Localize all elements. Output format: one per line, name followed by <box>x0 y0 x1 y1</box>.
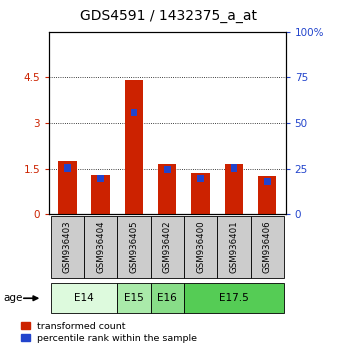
Bar <box>51 216 84 278</box>
Text: E14: E14 <box>74 293 94 303</box>
Bar <box>92 175 110 214</box>
Bar <box>151 216 184 278</box>
Text: GSM936402: GSM936402 <box>163 221 172 273</box>
Bar <box>250 216 284 278</box>
Text: GSM936400: GSM936400 <box>196 221 205 273</box>
Bar <box>151 283 184 313</box>
Bar <box>97 175 104 182</box>
Bar <box>64 164 71 172</box>
Legend: transformed count, percentile rank within the sample: transformed count, percentile rank withi… <box>21 321 197 343</box>
Bar <box>184 283 284 313</box>
Bar <box>217 216 250 278</box>
Text: age: age <box>3 293 23 303</box>
Bar <box>117 283 151 313</box>
Bar <box>258 176 276 214</box>
Text: GSM936406: GSM936406 <box>263 221 272 273</box>
Text: GSM936403: GSM936403 <box>63 221 72 273</box>
Text: E17.5: E17.5 <box>219 293 249 303</box>
Bar <box>264 178 271 185</box>
Bar <box>164 166 171 173</box>
Bar <box>117 216 151 278</box>
Bar <box>225 164 243 214</box>
Bar <box>84 216 117 278</box>
Text: GSM936401: GSM936401 <box>230 221 238 273</box>
Bar <box>231 164 237 172</box>
Bar <box>191 173 210 214</box>
Text: GSM936405: GSM936405 <box>129 221 139 273</box>
Text: GDS4591 / 1432375_a_at: GDS4591 / 1432375_a_at <box>80 9 258 23</box>
Bar <box>51 283 117 313</box>
Bar <box>197 175 204 182</box>
Bar <box>158 164 176 214</box>
Bar <box>125 80 143 214</box>
Bar <box>58 161 76 214</box>
Text: GSM936404: GSM936404 <box>96 221 105 273</box>
Text: E15: E15 <box>124 293 144 303</box>
Text: E16: E16 <box>158 293 177 303</box>
Bar <box>184 216 217 278</box>
Bar <box>131 109 137 116</box>
